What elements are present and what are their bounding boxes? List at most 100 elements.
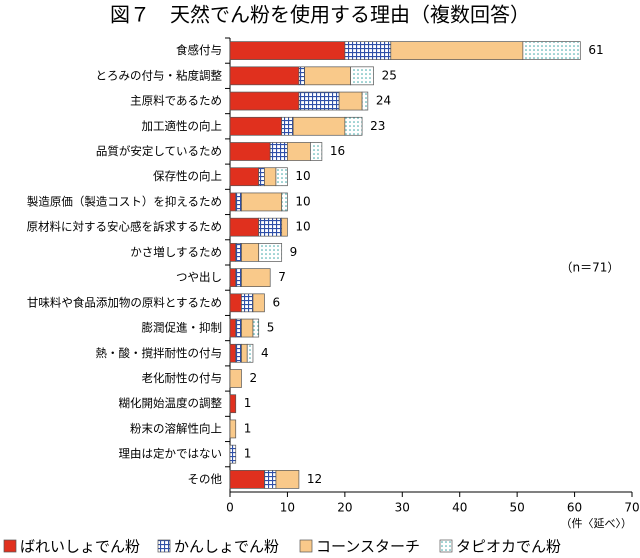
- bar-segment: [281, 217, 288, 237]
- bar-segment: [241, 243, 260, 262]
- total-label: 6: [272, 295, 280, 309]
- y-tick-label: 糊化開始温度の調整: [119, 396, 223, 410]
- x-tick-label: 20: [337, 501, 352, 515]
- bar-segment: [344, 41, 392, 60]
- total-label: 16: [330, 144, 345, 158]
- legend-label: ばれいしょでん粉: [20, 538, 140, 556]
- bar-segment: [229, 369, 242, 388]
- bar-segment: [229, 167, 260, 187]
- total-label: 9: [290, 245, 298, 259]
- y-tick-label: 食感付与: [176, 43, 222, 57]
- bar-segment: [287, 142, 311, 161]
- bar-segment: [229, 419, 237, 439]
- bar-segment: [292, 116, 346, 136]
- total-label: 4: [261, 346, 269, 360]
- x-axis-label: （件〈延べ〉）: [561, 517, 633, 530]
- y-tick-label: 主原料であるため: [130, 94, 222, 108]
- legend-swatch: [157, 539, 171, 553]
- bar-segment: [229, 116, 283, 136]
- bar-segment: [344, 116, 363, 136]
- total-label: 1: [244, 447, 252, 461]
- bar-segment: [338, 91, 363, 111]
- bar-segment: [235, 192, 242, 212]
- x-tick-label: 30: [395, 501, 410, 515]
- legend-swatch: [299, 539, 313, 553]
- y-tick-label: 老化耐性の付与: [142, 371, 223, 385]
- x-tick-label: 10: [280, 501, 295, 515]
- total-label: 24: [376, 94, 391, 108]
- x-tick-label: 40: [452, 501, 467, 515]
- y-tick-label: 粉末の溶解性向上: [130, 421, 222, 435]
- y-tick-label: 加工適性の向上: [142, 119, 223, 133]
- bar-segment: [241, 343, 248, 363]
- bar-segment: [258, 243, 283, 262]
- bar-segment: [390, 41, 524, 60]
- y-tick-label: 甘味料や食品添加物の原料とするため: [27, 295, 222, 309]
- x-tick-label: 0: [226, 501, 234, 515]
- bar-segment: [241, 192, 283, 212]
- bar-segment: [275, 470, 300, 489]
- bar-segment: [522, 41, 581, 60]
- bar-segment: [304, 66, 351, 86]
- bar-segment: [229, 217, 260, 237]
- y-tick-label: 原材料に対する安心感を訴求するため: [27, 220, 223, 234]
- y-tick-label: 熱・酸・撹拌耐性の付与: [96, 346, 223, 360]
- y-tick-label: かさ増しするため: [130, 245, 222, 259]
- bar-segment: [281, 192, 288, 212]
- bar-segment: [252, 293, 265, 313]
- y-tick-label: 品質が安定しているため: [96, 144, 222, 158]
- y-tick-label: 保存性の向上: [153, 169, 222, 183]
- y-tick-label: 理由は定かではない: [119, 447, 223, 461]
- total-label: 61: [588, 43, 603, 57]
- y-tick-label: その他: [188, 472, 223, 486]
- bar-segment: [235, 343, 242, 363]
- y-tick-label: とろみの付与・粘度調整: [96, 68, 223, 82]
- bar-segment: [229, 293, 242, 313]
- bar-segment: [350, 66, 374, 86]
- bar-segment: [298, 66, 306, 86]
- bar-segment: [235, 318, 242, 338]
- bar-segment: [229, 142, 271, 161]
- legend-label: コーンスターチ: [316, 538, 420, 556]
- bar-segment: [229, 192, 237, 212]
- x-tick-label: 60: [567, 501, 582, 515]
- bar-segment: [235, 268, 242, 287]
- bar-segment: [361, 91, 369, 111]
- x-tick-label: 50: [510, 501, 525, 515]
- bar-segment: [275, 167, 288, 187]
- legend-label: かんしょでん粉: [174, 538, 279, 556]
- bar-segment: [252, 318, 260, 338]
- bar-segment: [246, 343, 254, 363]
- bar-segment: [229, 41, 346, 60]
- y-tick-label: 膨潤促進・抑制: [142, 321, 223, 335]
- total-label: 23: [370, 119, 385, 133]
- bar-segment: [258, 217, 283, 237]
- bar-segment: [229, 318, 237, 338]
- total-label: 10: [295, 194, 310, 208]
- bar-segment: [241, 293, 254, 313]
- total-label: 1: [244, 396, 252, 410]
- total-label: 7: [278, 270, 286, 284]
- chart-title: 図７ 天然でん粉を使用する理由（複数回答）: [110, 3, 530, 27]
- total-label: 10: [295, 220, 310, 234]
- y-tick-label: つや出し: [176, 270, 222, 284]
- bar-segment: [264, 470, 277, 489]
- bar-segment: [241, 268, 271, 287]
- annotation: （n＝71）: [561, 261, 620, 275]
- bar-segment: [264, 167, 277, 187]
- total-label: 5: [267, 321, 275, 335]
- bar-segment: [281, 116, 294, 136]
- x-tick-label: 70: [624, 501, 639, 515]
- bar-segment: [229, 66, 300, 86]
- bar-segment: [229, 394, 237, 414]
- bar-segment: [310, 142, 323, 161]
- bar-segment: [229, 470, 265, 489]
- total-label: 2: [249, 371, 257, 385]
- bar-segment: [229, 343, 237, 363]
- legend-swatch: [439, 539, 453, 553]
- bar-segment: [269, 142, 288, 161]
- bar-segment: [235, 243, 242, 262]
- bar-segment: [229, 91, 300, 111]
- legend-swatch: [3, 539, 17, 553]
